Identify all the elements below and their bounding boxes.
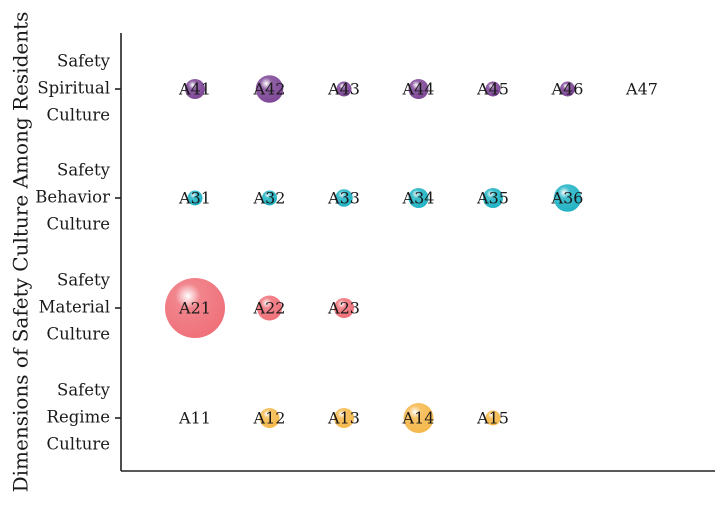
point-label-a23: A23 — [327, 299, 360, 318]
category-label-behavior-1: Behavior — [35, 188, 110, 207]
point-label-a14: A14 — [402, 409, 435, 428]
bubble-a33 — [335, 189, 353, 207]
bubble-a35 — [483, 188, 503, 208]
bubble-a21 — [165, 278, 225, 338]
point-label-a21: A21 — [178, 299, 211, 318]
bubble-a45 — [485, 81, 501, 97]
bubble-a42 — [255, 75, 284, 103]
category-label-spiritual-0: Safety — [57, 52, 111, 71]
bubble-a22 — [257, 295, 282, 321]
point-label-a47: A47 — [625, 80, 658, 99]
bubble-a36 — [553, 184, 582, 212]
category-label-regime-2: Culture — [47, 435, 110, 454]
category-label-behavior-0: Safety — [57, 161, 111, 180]
bubble-a23 — [334, 298, 354, 318]
bubble-a43 — [336, 81, 352, 97]
bubble-a31 — [187, 190, 203, 206]
category-label-regime-0: Safety — [57, 381, 111, 400]
bubble-a34 — [408, 188, 429, 208]
point-label-a42: A42 — [253, 80, 286, 99]
axes — [115, 33, 715, 472]
category-label-spiritual-1: Spiritual — [37, 79, 110, 98]
point-label-a45: A45 — [476, 80, 509, 99]
category-label-regime-1: Regime — [47, 408, 110, 427]
category-label-behavior-2: Culture — [47, 215, 110, 234]
point-label-a46: A46 — [551, 80, 584, 99]
point-label-a11: A11 — [178, 409, 211, 428]
point-labels: A11 A12 A13 A14 A15 A21 A22 A23 A31 A32 A33 A34 A35 A… — [178, 80, 658, 428]
point-label-a31: A31 — [178, 189, 211, 208]
category-labels: Safety Regime Culture Safety Material Culture… — [35, 52, 110, 454]
point-label-a43: A43 — [327, 80, 360, 99]
point-label-a34: A34 — [402, 189, 435, 208]
bubble-a46 — [560, 81, 575, 97]
bubble-a15 — [485, 410, 501, 426]
category-label-material-0: Safety — [57, 271, 111, 290]
point-label-a33: A33 — [327, 189, 360, 208]
point-label-a35: A35 — [476, 189, 509, 208]
bubbles — [165, 75, 582, 433]
point-label-a22: A22 — [253, 299, 286, 318]
point-label-a36: A36 — [551, 189, 584, 208]
point-label-a32: A32 — [253, 189, 286, 208]
bubble-a44 — [408, 79, 429, 99]
category-label-spiritual-2: Culture — [47, 106, 110, 125]
point-label-a41: A41 — [178, 80, 211, 99]
category-label-material-1: Material — [39, 298, 110, 317]
y-axis-label: Dimensions of Safety Culture Among Resid… — [9, 12, 33, 493]
point-label-a15: A15 — [476, 409, 509, 428]
bubble-a41 — [185, 79, 205, 99]
bubble-a32 — [262, 190, 277, 206]
point-label-a13: A13 — [327, 409, 360, 428]
bubble-a12 — [259, 408, 280, 428]
bubble-a14 — [403, 403, 434, 433]
category-label-material-2: Culture — [47, 325, 110, 344]
point-label-a44: A44 — [402, 80, 435, 99]
point-label-a12: A12 — [253, 409, 286, 428]
bubble-a13 — [334, 408, 354, 428]
